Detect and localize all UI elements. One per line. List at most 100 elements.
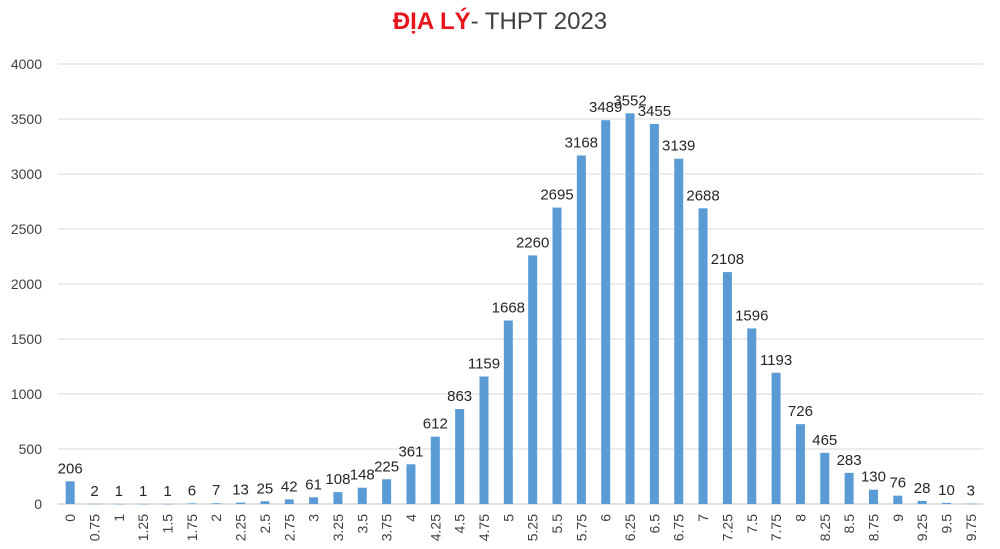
bar [844, 472, 854, 504]
bar [114, 503, 124, 505]
y-tick-label: 4000 [11, 56, 42, 72]
data-label: 3489 [589, 99, 622, 116]
x-tick-label: 2 [208, 514, 224, 522]
bar [309, 497, 319, 504]
x-tick-label: 4.75 [476, 514, 492, 541]
bar [868, 489, 878, 504]
data-label: 361 [398, 443, 423, 460]
bar [455, 409, 465, 504]
y-tick-label: 500 [19, 441, 43, 457]
y-tick-label: 2500 [11, 221, 42, 237]
x-tick-label: 4.5 [452, 514, 468, 534]
data-label: 1668 [492, 300, 525, 317]
x-tick-label: 3 [306, 514, 322, 522]
x-tick-label: 2.75 [281, 514, 297, 541]
bar [382, 479, 392, 504]
data-label: 25 [257, 480, 274, 497]
bar [163, 503, 173, 505]
data-label: 283 [837, 452, 862, 469]
data-label: 61 [305, 476, 322, 493]
x-tick-label: 1.5 [160, 514, 176, 534]
chart-title-highlight: ĐỊA LÝ [392, 8, 471, 35]
bar [747, 328, 757, 504]
data-label: 1 [163, 483, 171, 500]
bar [187, 503, 197, 504]
data-label: 28 [914, 480, 931, 497]
x-tick-label: 4.25 [427, 514, 443, 541]
data-label: 2 [90, 483, 98, 500]
data-label: 7 [212, 482, 220, 499]
data-label: 863 [447, 388, 472, 405]
x-tick-label: 3.25 [330, 514, 346, 541]
data-label: 130 [861, 469, 886, 486]
bar [698, 208, 708, 504]
bar [211, 503, 221, 504]
data-label: 3 [967, 483, 975, 500]
data-label: 726 [788, 403, 813, 420]
bar [333, 492, 343, 504]
bar [820, 452, 830, 504]
y-tick-label: 2000 [11, 276, 42, 292]
y-tick-label: 3500 [11, 111, 42, 127]
x-tick-label: 9.75 [963, 514, 979, 541]
x-tick-label: 7.25 [719, 514, 735, 541]
data-label: 13 [232, 482, 249, 499]
x-tick-label: 1 [111, 514, 127, 522]
bar [260, 501, 270, 504]
x-tick-label: 1.75 [184, 514, 200, 541]
bar [966, 503, 976, 505]
data-label: 76 [889, 475, 906, 492]
data-label: 2260 [516, 234, 549, 251]
x-tick-label: 8.5 [841, 514, 857, 534]
x-tick-label: 1.25 [135, 514, 151, 541]
data-label: 1 [115, 483, 123, 500]
bar [138, 503, 148, 505]
bar [893, 495, 903, 504]
x-tick-label: 4 [403, 514, 419, 522]
x-tick-label: 3.5 [354, 514, 370, 534]
bar [406, 464, 416, 504]
data-label: 2695 [540, 187, 573, 204]
bar [674, 158, 684, 504]
data-label: 3455 [638, 103, 671, 120]
x-tick-label: 5 [500, 514, 516, 522]
data-label: 6 [188, 482, 196, 499]
chart-title: ĐỊA LÝ- THPT 2023 [0, 8, 1000, 36]
data-label: 1596 [735, 307, 768, 324]
bar [601, 120, 611, 505]
bar [528, 255, 538, 504]
x-tick-label: 9 [890, 514, 906, 522]
bar [722, 272, 732, 504]
bar [357, 487, 367, 504]
data-label: 1 [139, 483, 147, 500]
bar [284, 499, 294, 504]
x-tick-label: 7 [695, 514, 711, 522]
x-tick-label: 6 [598, 514, 614, 522]
x-tick-label: 7.75 [768, 514, 784, 541]
bar [552, 207, 562, 505]
data-label: 612 [423, 416, 448, 433]
x-tick-label: 0.75 [87, 514, 103, 541]
bar [771, 372, 781, 504]
x-tick-label: 0 [62, 514, 78, 522]
bar [90, 503, 100, 505]
x-tick-label: 5.5 [549, 514, 565, 534]
x-tick-label: 5.75 [573, 514, 589, 541]
x-tick-label: 2.5 [257, 514, 273, 534]
data-label: 42 [281, 478, 298, 495]
data-label: 225 [374, 458, 399, 475]
bar [625, 113, 635, 504]
x-tick-label: 5.25 [525, 514, 541, 541]
bar [917, 500, 927, 504]
chart-title-rest: - THPT 2023 [470, 8, 608, 35]
data-label: 2688 [686, 187, 719, 204]
data-label: 108 [325, 471, 350, 488]
data-label: 465 [812, 432, 837, 449]
bar [795, 424, 805, 504]
data-label: 148 [350, 467, 375, 484]
data-label: 3168 [565, 135, 598, 152]
x-tick-label: 8 [792, 514, 808, 522]
data-label: 3552 [613, 92, 646, 109]
